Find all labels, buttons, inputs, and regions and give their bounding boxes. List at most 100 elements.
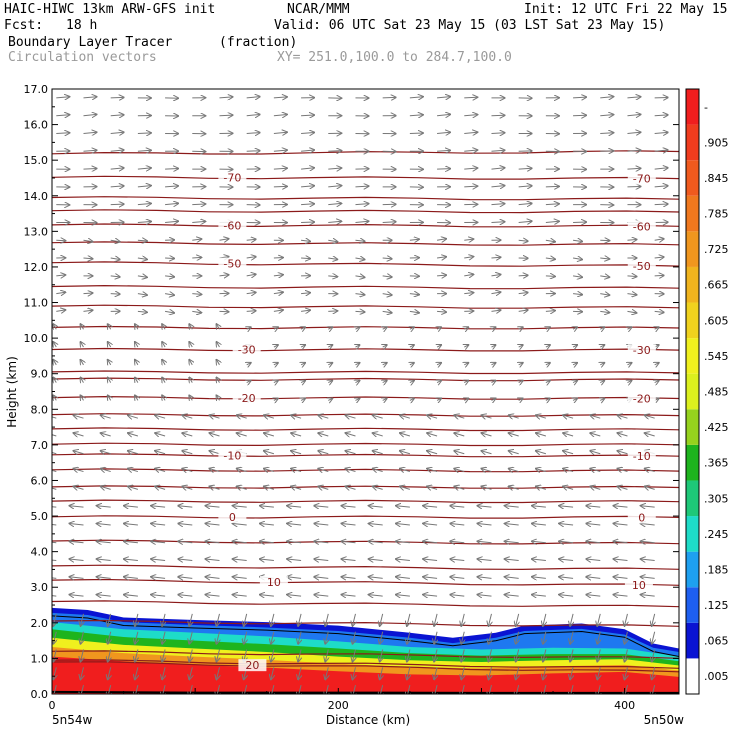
vector-arrow: [519, 345, 523, 347]
vector-arrow: [614, 559, 628, 561]
vector-arrow: [573, 381, 577, 383]
vector-arrow: [489, 613, 492, 626]
vector-arrow: [655, 381, 659, 383]
vector-arrow: [110, 168, 124, 169]
colorbar-label: .845: [704, 172, 729, 185]
vector-arrow: [409, 97, 423, 98]
vector-arrow: [491, 381, 495, 383]
vector-arrow: [654, 186, 668, 187]
vector-arrow: [70, 524, 84, 525]
vector-arrow: [192, 221, 205, 222]
vector-arrow: [505, 541, 519, 542]
x-tick-label: 0: [49, 699, 56, 712]
vector-arrow: [301, 115, 314, 116]
vector-arrow: [189, 324, 192, 329]
vector-arrow: [654, 168, 668, 169]
vector-arrow: [627, 114, 640, 115]
vector-arrow: [346, 486, 356, 489]
vector-arrow: [373, 469, 383, 472]
vector-arrow: [400, 486, 411, 489]
vector-arrow: [237, 415, 247, 418]
vector-arrow: [505, 559, 519, 561]
vector-arrow: [271, 649, 274, 662]
vector-arrow: [427, 415, 438, 418]
vector-arrow: [396, 595, 410, 597]
vector-arrow: [178, 541, 193, 542]
vector-arrow: [489, 667, 492, 679]
vector-arrow: [543, 649, 546, 662]
vector-arrow: [382, 258, 392, 259]
contour-label: -60: [223, 219, 241, 232]
vector-arrow: [396, 541, 410, 542]
vector-arrow: [355, 381, 359, 383]
vector-arrow: [328, 381, 332, 383]
vector-arrow: [491, 186, 504, 187]
vector-arrow: [491, 133, 504, 134]
vector-arrow: [83, 293, 92, 294]
vector-arrow: [162, 649, 165, 662]
vector-arrow: [182, 469, 193, 472]
vector-arrow: [83, 169, 96, 170]
vector-arrow: [382, 222, 396, 223]
isotherm-line: [52, 600, 679, 608]
colorbar: .005 .065 .125 .185 .245 .305 .365 .425 .485 .545…: [685, 88, 729, 695]
colorbar-frame: [685, 88, 700, 695]
vector-arrow: [519, 363, 523, 365]
vector-arrow: [518, 203, 532, 204]
vector-arrow: [573, 294, 582, 295]
y-tick-label: 14.0: [24, 190, 49, 203]
vector-arrow: [53, 684, 56, 694]
vector-arrow: [590, 433, 601, 436]
colorbar-label: .245: [704, 528, 729, 541]
isotherm-line: [52, 347, 679, 352]
vector-arrow: [491, 257, 500, 258]
vector-arrow: [165, 186, 178, 187]
vector-arrow: [491, 222, 504, 223]
vector-arrow: [217, 324, 220, 329]
vector-arrow: [301, 310, 310, 311]
vector-arrow: [70, 595, 84, 597]
vector-arrow: [478, 524, 492, 525]
vector-arrow: [260, 541, 274, 542]
contour-label: -60: [633, 220, 651, 233]
vector-arrow: [219, 275, 228, 276]
vector-arrow: [135, 613, 138, 626]
vector-arrow: [597, 631, 600, 644]
vector-arrow: [135, 342, 138, 347]
vector-arrow: [56, 292, 65, 293]
vector-arrow: [655, 363, 659, 365]
vector-arrow: [590, 415, 601, 418]
vector-arrow: [52, 524, 57, 526]
contour-label-bg: [232, 391, 261, 404]
vector-arrow: [287, 506, 302, 507]
vector-arrow: [353, 649, 356, 662]
vector-arrow: [489, 684, 492, 694]
vector-arrow: [383, 363, 387, 365]
vector-arrow: [627, 150, 640, 151]
vector-arrow: [155, 433, 166, 436]
vector-arrow: [396, 559, 410, 561]
vector-arrow: [247, 327, 251, 329]
vector-arrow: [509, 451, 519, 454]
vector-arrow: [318, 486, 329, 489]
x-end-label: 5n50w: [644, 713, 685, 727]
vector-arrow: [437, 363, 441, 365]
vector-arrow: [355, 221, 368, 222]
vector-arrow: [652, 631, 655, 644]
vector-arrow: [369, 577, 383, 579]
vector-arrow: [572, 258, 582, 259]
vector-arrow: [627, 132, 640, 133]
vector-arrow: [325, 667, 328, 679]
vector-arrow: [328, 311, 337, 312]
vector-arrow: [373, 415, 383, 418]
contour-label: 10: [267, 576, 281, 589]
contour-label-bg: [627, 172, 656, 185]
vector-arrow: [586, 595, 601, 597]
vector-arrow: [346, 469, 356, 472]
valid-time: Valid: 06 UTC Sat 23 May 15 (03 LST Sat …: [274, 18, 666, 33]
vector-arrow: [206, 541, 220, 542]
vector-arrow: [273, 150, 287, 151]
vector-arrow: [83, 132, 96, 133]
vector-arrow: [298, 667, 301, 679]
vector-arrow: [464, 274, 473, 275]
